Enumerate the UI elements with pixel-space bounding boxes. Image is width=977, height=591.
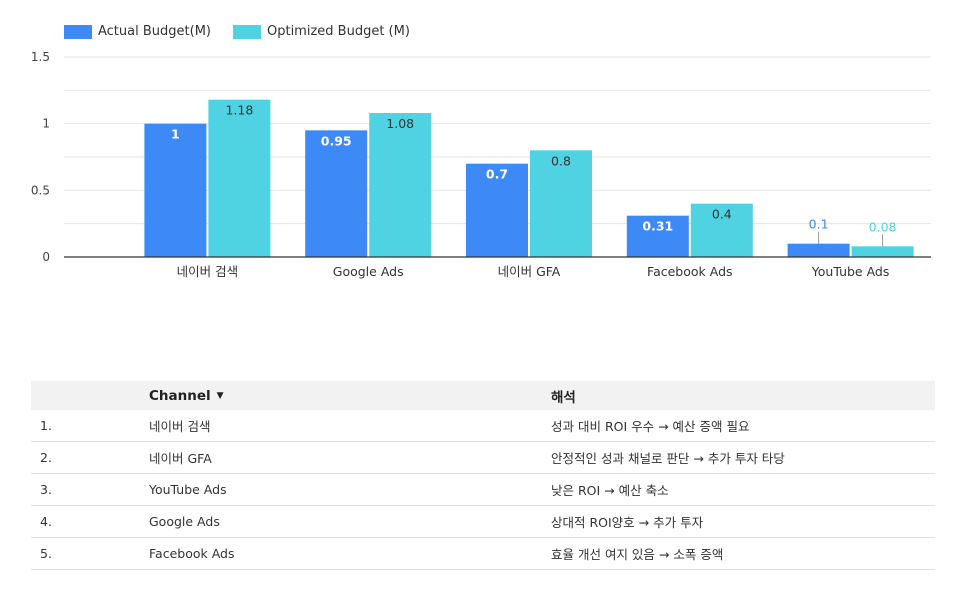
bar-actual xyxy=(787,243,850,257)
y-tick-label: 1 xyxy=(42,117,50,131)
row-interpretation: 상대적 ROI양호 → 추가 투자 xyxy=(551,505,935,538)
row-channel: 네이버 검색 xyxy=(149,410,551,442)
x-tick-label: 네이버 검색 xyxy=(177,264,238,279)
legend-label-optimized: Optimized Budget (M) xyxy=(266,24,410,39)
bar-optimized xyxy=(369,113,432,257)
row-channel: Google Ads xyxy=(149,505,551,538)
data-label: 0.8 xyxy=(551,153,571,168)
legend-swatch-optimized xyxy=(232,24,261,39)
table-header-row: Channel ▼ 해석 xyxy=(31,381,935,410)
x-tick-label: 네이버 GFA xyxy=(498,264,561,279)
data-label: 0.31 xyxy=(642,219,673,234)
table-row: 3. YouTube Ads 낮은 ROI → 예산 축소 xyxy=(31,473,935,506)
x-tick-label: Google Ads xyxy=(333,264,404,279)
data-label: 1.18 xyxy=(225,103,253,118)
row-interpretation: 낮은 ROI → 예산 축소 xyxy=(551,473,935,506)
legend-label-actual: Actual Budget(M) xyxy=(98,24,211,39)
channel-header-label: Channel xyxy=(149,387,211,404)
chart-legend: Actual Budget(M) Optimized Budget (M) xyxy=(64,24,432,39)
bar-actual xyxy=(626,215,689,257)
channel-table: Channel ▼ 해석 1. 네이버 검색 성과 대비 ROI 우수 → 예산 … xyxy=(31,381,935,570)
bar-optimized xyxy=(530,150,592,257)
row-interpretation: 효율 개선 여지 있음 → 소폭 증액 xyxy=(551,537,935,570)
row-index: 2. xyxy=(31,441,149,474)
row-index: 5. xyxy=(31,537,149,570)
legend-item-actual[interactable]: Actual Budget(M) xyxy=(64,24,211,39)
x-tick-label: YouTube Ads xyxy=(811,264,890,279)
table-row: 5. Facebook Ads 효율 개선 여지 있음 → 소폭 증액 xyxy=(31,537,935,570)
table-row: 2. 네이버 GFA 안정적인 성과 채널로 판단 → 추가 투자 타당 xyxy=(31,441,935,474)
bar-actual xyxy=(144,123,207,258)
y-tick-label: 1.5 xyxy=(31,50,50,64)
data-label: 0.7 xyxy=(486,167,508,182)
row-channel: 네이버 GFA xyxy=(149,441,551,474)
bar-optimized xyxy=(208,99,271,258)
row-channel: Facebook Ads xyxy=(149,537,551,570)
table-header-channel[interactable]: Channel ▼ xyxy=(149,381,551,410)
bar-optimized xyxy=(851,246,914,257)
data-label: 1.08 xyxy=(386,116,414,131)
sort-down-icon[interactable]: ▼ xyxy=(216,390,224,401)
table-header-index xyxy=(31,381,149,410)
y-tick-label: 0 xyxy=(42,250,50,264)
table-row: 1. 네이버 검색 성과 대비 ROI 우수 → 예산 증액 필요 xyxy=(31,410,935,442)
data-label: 0.1 xyxy=(809,217,829,232)
bar-actual xyxy=(305,130,368,257)
row-index: 4. xyxy=(31,505,149,538)
table-header-interpretation: 해석 xyxy=(551,381,935,410)
data-label: 0.95 xyxy=(321,133,352,148)
data-label: 0.08 xyxy=(869,219,897,234)
legend-item-optimized[interactable]: Optimized Budget (M) xyxy=(232,24,410,39)
row-interpretation: 안정적인 성과 채널로 판단 → 추가 투자 타당 xyxy=(551,441,935,474)
bar-chart: 0 0.5 1 1.5 1 1.18 네이버 검색 0.95 1.08 Google Ads 0.7… xyxy=(31,50,931,279)
row-interpretation: 성과 대비 ROI 우수 → 예산 증액 필요 xyxy=(551,410,935,442)
x-tick-label: Facebook Ads xyxy=(647,264,733,279)
data-label: 1 xyxy=(171,127,180,142)
legend-swatch-actual xyxy=(64,24,92,39)
bar-optimized xyxy=(690,203,753,257)
y-tick-label: 0.5 xyxy=(31,183,50,197)
row-channel: YouTube Ads xyxy=(149,473,551,506)
bar-actual xyxy=(466,163,528,257)
row-index: 3. xyxy=(31,473,149,506)
row-index: 1. xyxy=(31,410,149,442)
table-row: 4. Google Ads 상대적 ROI양호 → 추가 투자 xyxy=(31,505,935,538)
data-label: 0.4 xyxy=(712,207,732,222)
